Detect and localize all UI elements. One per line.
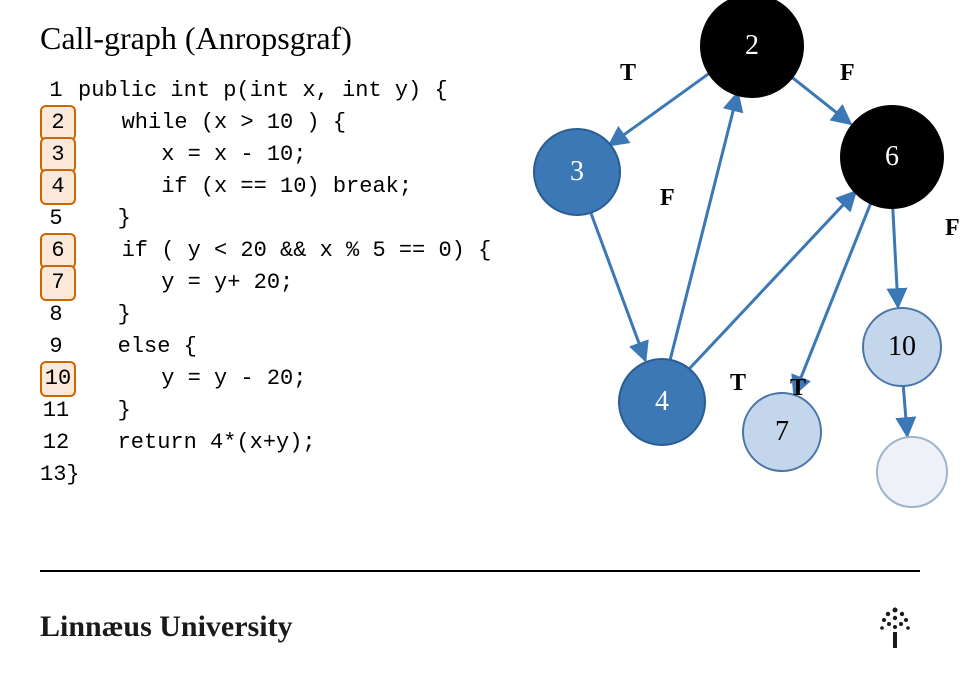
code-text: }	[78, 203, 131, 235]
code-text: }	[78, 299, 131, 331]
edge-label: T	[620, 60, 636, 87]
graph-node: 3	[533, 128, 621, 216]
line-number: 11	[40, 395, 72, 427]
page-title: Call-graph (Anropsgraf)	[40, 20, 352, 57]
line-number: 1	[40, 75, 72, 107]
graph-node: 4	[618, 358, 706, 446]
code-listing: 1public int p(int x, int y) {2 while (x …	[40, 75, 491, 491]
code-line: 8 }	[40, 299, 491, 331]
code-text: }	[78, 395, 131, 427]
code-line: 10 y = y - 20;	[40, 363, 491, 395]
code-line: 13}	[40, 459, 491, 491]
footer-brand: Linnæus University	[40, 610, 293, 644]
graph-edge	[903, 383, 907, 436]
line-number: 4	[40, 169, 76, 205]
code-text: else {	[78, 331, 197, 363]
line-number: 7	[40, 265, 76, 301]
line-number: 9	[40, 331, 72, 363]
code-line: 4 if (x == 10) break;	[40, 171, 491, 203]
code-line: 9 else {	[40, 331, 491, 363]
edge-label: F	[660, 185, 675, 212]
graph-node: 10	[862, 307, 942, 387]
code-line: 1public int p(int x, int y) {	[40, 75, 491, 107]
line-number: 10	[40, 361, 76, 397]
edge-label: F	[945, 215, 960, 242]
code-line: 11 }	[40, 395, 491, 427]
code-line: 5 }	[40, 203, 491, 235]
line-number: 8	[40, 299, 72, 331]
line-number: 5	[40, 203, 72, 235]
code-text: return 4*(x+y);	[78, 427, 316, 459]
footer-rule	[40, 570, 920, 572]
graph-node: 6	[840, 105, 944, 209]
graph-node: 7	[742, 392, 822, 472]
code-text: y = y - 20;	[82, 363, 306, 395]
graph-edge	[893, 205, 898, 307]
code-text: y = y+ 20;	[82, 267, 293, 299]
code-line: 2 while (x > 10 ) {	[40, 107, 491, 139]
graph-edge	[670, 92, 737, 359]
code-text: public int p(int x, int y) {	[78, 75, 448, 107]
graph-edge	[794, 201, 871, 394]
line-number: 6	[40, 233, 76, 269]
code-text: if (x == 10) break;	[82, 171, 412, 203]
call-graph: 2346710TFFFTT	[520, 0, 960, 500]
line-number: 2	[40, 105, 76, 141]
code-line: 3 x = x - 10;	[40, 139, 491, 171]
graph-edge	[689, 191, 856, 369]
code-text: x = x - 10;	[82, 139, 306, 171]
line-number: 12	[40, 427, 72, 459]
code-text: while (x > 10 ) {	[82, 107, 346, 139]
graph-edge	[590, 209, 646, 360]
edge-label: T	[790, 375, 806, 402]
code-line: 7 y = y+ 20;	[40, 267, 491, 299]
line-number: 3	[40, 137, 76, 173]
line-number: 13}	[40, 459, 72, 491]
edge-label: T	[730, 370, 746, 397]
code-line: 12 return 4*(x+y);	[40, 427, 491, 459]
code-text: if ( y < 20 && x % 5 == 0) {	[82, 235, 491, 267]
code-line: 6 if ( y < 20 && x % 5 == 0) {	[40, 235, 491, 267]
tree-logo-icon	[870, 600, 920, 650]
graph-node	[876, 436, 948, 508]
edge-label: F	[840, 60, 855, 87]
